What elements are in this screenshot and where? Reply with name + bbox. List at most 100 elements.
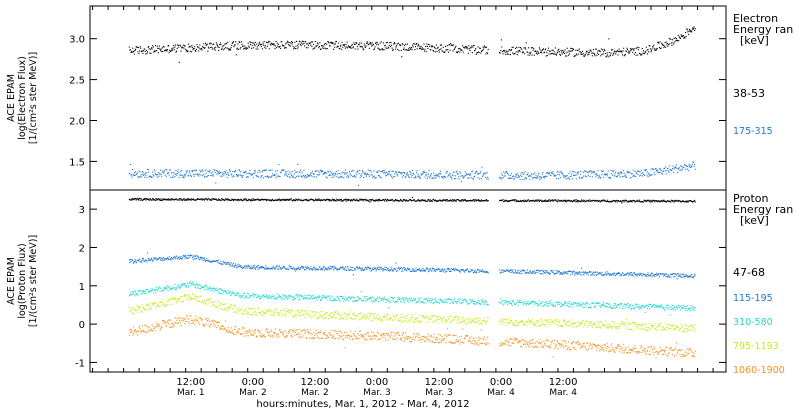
data-point bbox=[327, 269, 329, 271]
data-point bbox=[541, 177, 543, 179]
data-point bbox=[310, 198, 312, 200]
data-point bbox=[557, 51, 559, 53]
data-point bbox=[157, 258, 159, 260]
data-point bbox=[561, 51, 563, 53]
data-point bbox=[680, 34, 682, 36]
data-point bbox=[309, 199, 311, 201]
data-point bbox=[319, 42, 321, 44]
data-point bbox=[549, 273, 551, 275]
data-point bbox=[459, 200, 461, 202]
data-point bbox=[337, 46, 339, 48]
data-point bbox=[627, 272, 629, 274]
data-point bbox=[205, 42, 207, 44]
data-point bbox=[232, 41, 234, 43]
data-point bbox=[373, 266, 375, 268]
data-point bbox=[647, 200, 649, 202]
data-point bbox=[439, 200, 441, 202]
data-point bbox=[133, 172, 135, 174]
data-point bbox=[511, 303, 513, 305]
data-point bbox=[642, 172, 644, 174]
data-point bbox=[327, 171, 329, 173]
data-point bbox=[259, 296, 261, 298]
data-point bbox=[256, 265, 258, 267]
data-point bbox=[305, 266, 307, 268]
data-point bbox=[639, 306, 641, 308]
data-point bbox=[305, 268, 307, 270]
data-point bbox=[273, 44, 275, 46]
data-point bbox=[339, 48, 341, 50]
data-point bbox=[135, 46, 137, 48]
data-point bbox=[190, 198, 192, 200]
data-point bbox=[181, 199, 183, 201]
data-point bbox=[520, 47, 522, 49]
data-point bbox=[657, 305, 659, 307]
data-point bbox=[271, 296, 273, 298]
data-point bbox=[168, 52, 170, 54]
data-point bbox=[447, 267, 449, 269]
data-point bbox=[592, 199, 594, 201]
data-point bbox=[527, 172, 529, 174]
data-point bbox=[177, 199, 179, 201]
data-point bbox=[421, 199, 423, 201]
data-point bbox=[404, 199, 406, 201]
data-point bbox=[309, 42, 311, 44]
data-point bbox=[248, 172, 250, 174]
data-point bbox=[673, 168, 675, 170]
data-point bbox=[213, 290, 215, 292]
data-point bbox=[516, 301, 518, 303]
data-point bbox=[264, 46, 266, 48]
data-point bbox=[145, 174, 147, 176]
data-point bbox=[157, 198, 159, 200]
data-point bbox=[606, 52, 608, 54]
data-point bbox=[482, 300, 484, 302]
data-point bbox=[168, 172, 170, 174]
data-point bbox=[369, 43, 371, 45]
data-point bbox=[270, 298, 272, 300]
data-point bbox=[462, 51, 464, 53]
data-point bbox=[168, 45, 170, 47]
data-point bbox=[256, 266, 258, 268]
data-point bbox=[463, 47, 465, 49]
data-point bbox=[180, 284, 182, 286]
data-point bbox=[602, 53, 604, 55]
data-point bbox=[374, 177, 376, 179]
data-point bbox=[345, 43, 347, 45]
data-point bbox=[570, 274, 572, 276]
data-point bbox=[436, 301, 438, 303]
data-point bbox=[389, 268, 391, 270]
data-point bbox=[536, 200, 538, 202]
data-point bbox=[589, 271, 591, 273]
data-point bbox=[449, 298, 451, 300]
data-point bbox=[506, 51, 508, 53]
data-point bbox=[334, 267, 336, 269]
data-point bbox=[645, 46, 647, 48]
data-point bbox=[263, 295, 265, 297]
data-point bbox=[387, 46, 389, 48]
data-point bbox=[223, 175, 225, 177]
data-point bbox=[240, 265, 242, 267]
data-point bbox=[385, 299, 387, 301]
data-point bbox=[670, 309, 672, 311]
data-point bbox=[320, 170, 322, 172]
data-point bbox=[578, 200, 580, 202]
data-point bbox=[368, 200, 370, 202]
data-point bbox=[438, 176, 440, 178]
data-point bbox=[293, 296, 295, 298]
data-point bbox=[427, 199, 429, 201]
data-point bbox=[461, 199, 463, 201]
data-point bbox=[307, 267, 309, 269]
data-point bbox=[464, 199, 466, 201]
data-point bbox=[650, 201, 652, 203]
data-point bbox=[509, 303, 511, 305]
data-point bbox=[239, 264, 241, 266]
data-point bbox=[365, 173, 367, 175]
data-point bbox=[359, 198, 361, 200]
data-point bbox=[309, 199, 311, 201]
data-point bbox=[660, 200, 662, 202]
data-point bbox=[401, 176, 403, 178]
data-point bbox=[174, 173, 176, 175]
data-point bbox=[174, 283, 176, 285]
data-point bbox=[281, 267, 283, 269]
data-point bbox=[310, 175, 312, 177]
data-point bbox=[451, 199, 453, 201]
